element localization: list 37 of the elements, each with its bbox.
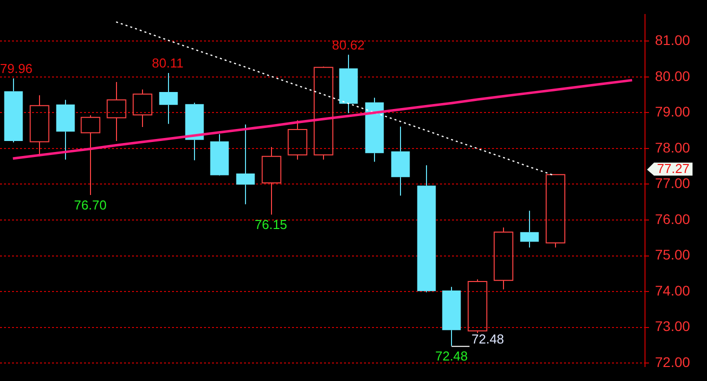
- text: 77.27: [657, 161, 690, 176]
- candlestick: [159, 72, 178, 124]
- y-tick-label: 81.00: [655, 32, 690, 48]
- y-tick-label: 74.00: [655, 282, 690, 298]
- y-tick-label: 78.00: [655, 139, 690, 156]
- annotation: 72.48: [435, 348, 468, 364]
- annotation: 80.11: [152, 56, 184, 71]
- y-tick-label: 79.00: [655, 104, 690, 120]
- y-tick-label: 76.00: [655, 210, 690, 227]
- candlestick: [236, 124, 255, 205]
- candlestick: [288, 120, 308, 160]
- candlestick: [80, 114, 100, 196]
- candlestick: [262, 146, 282, 216]
- candlestick: [106, 81, 126, 142]
- candlestick: [417, 164, 436, 293]
- annotation: 76.70: [74, 198, 107, 213]
- candlestick: [365, 97, 384, 162]
- candlestick: [185, 102, 204, 161]
- y-tick-label: 77.00: [655, 175, 690, 192]
- annotation: 72.48: [472, 331, 504, 346]
- candlestick: [520, 210, 539, 248]
- annotation: 76.15: [254, 217, 288, 232]
- candlestick: [132, 88, 152, 128]
- candlestick: [30, 94, 50, 157]
- candlestick: [4, 78, 23, 143]
- candlestick: [442, 286, 461, 346]
- y-tick-label: 73.00: [655, 318, 690, 334]
- y-tick-label: 75.00: [655, 246, 690, 263]
- candlestick: [210, 134, 229, 176]
- candlestick: [391, 126, 410, 196]
- y-tick-label: 80.00: [655, 68, 690, 84]
- y-tick-label: 72.00: [655, 354, 690, 370]
- annotation: 79.96: [0, 60, 33, 76]
- annotation: 80.62: [332, 37, 365, 52]
- candlestick: [339, 54, 358, 114]
- candlestick: [56, 99, 75, 160]
- candlestick: [494, 227, 514, 290]
